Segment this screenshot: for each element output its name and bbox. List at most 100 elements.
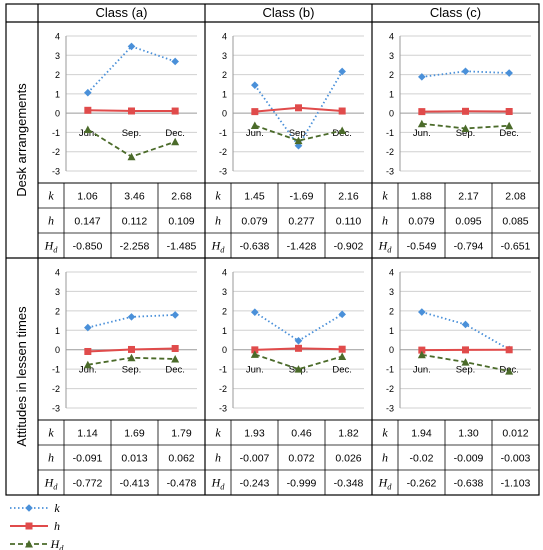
y-tick-label: 1: [55, 89, 60, 99]
data-point-Hd: [461, 124, 470, 132]
outer-frame: [5, 3, 540, 496]
y-tick-label: 1: [389, 326, 394, 336]
data-point-k: [461, 67, 470, 76]
y-tick-label: -3: [52, 167, 60, 177]
y-tick-label: 3: [55, 51, 60, 61]
series-symbol-label: h: [215, 451, 221, 465]
data-point-k: [127, 313, 136, 321]
data-point-h: [295, 344, 302, 352]
symbol-main: H: [211, 476, 222, 490]
data-point-h: [251, 346, 259, 354]
table-cell: -0.02: [410, 453, 434, 465]
symbol-main: h: [48, 451, 54, 465]
data-point-Hd: [83, 360, 92, 369]
data-point-h: [418, 346, 426, 354]
data-point-Hd: [461, 358, 470, 366]
y-tick-label: -2: [219, 384, 227, 394]
y-tick-label: -2: [386, 384, 394, 394]
data-point-Hd: [127, 353, 136, 362]
chart-panel-4: -3 -2 -1 0 1 2 3 4 Jun. Sep. Dec. k 1.14 1.69 1.79 h -0.…: [38, 268, 205, 495]
data-point-k: [338, 67, 346, 76]
table-cell: 1.14: [77, 428, 98, 440]
symbol-main: H: [378, 476, 389, 490]
table-cell: -0.348: [334, 478, 364, 490]
table-cell: -0.772: [73, 478, 103, 490]
x-tick-label: Jun.: [413, 128, 431, 139]
symbol-main: k: [48, 426, 54, 440]
chart-panel-3: -3 -2 -1 0 1 2 3 4 Jun. Sep. Dec. k 1.88 2.17 2.08 h 0.0…: [372, 32, 539, 258]
table-cell: -0.091: [73, 453, 103, 465]
table-cell: 1.82: [338, 428, 359, 440]
table-cell: 0.072: [288, 453, 314, 465]
table-cell: 2.16: [338, 191, 359, 203]
table-cell: -0.794: [454, 241, 484, 253]
data-point-h: [505, 346, 513, 354]
series-symbol-label: Hd: [50, 537, 65, 550]
series-symbol-label: h: [54, 519, 60, 533]
data-point-Hd: [417, 350, 426, 359]
series-symbol-label: k: [215, 426, 221, 440]
table-cell: 0.079: [408, 216, 434, 228]
data-point-Hd: [417, 119, 426, 128]
chart-panel-1: -3 -2 -1 0 1 2 3 4 Jun. Sep. Dec. k 1.06 3.46 2.68 h 0.1…: [38, 32, 205, 258]
y-tick-label: -3: [386, 167, 394, 177]
table-cell: 0.095: [455, 216, 481, 228]
data-point-Hd: [127, 152, 136, 161]
x-tick-label: Sep.: [289, 128, 309, 139]
y-tick-label: 3: [389, 287, 394, 297]
y-tick-label: -1: [52, 365, 60, 375]
table-cell: 0.277: [288, 216, 314, 228]
data-point-h: [84, 347, 92, 355]
table-cell: -0.902: [334, 241, 364, 253]
x-tick-label: Jun.: [413, 365, 431, 376]
data-point-k: [505, 69, 513, 77]
table-cell: 0.147: [74, 216, 100, 228]
data-point-k: [461, 320, 470, 329]
table-cell: -0.007: [240, 453, 270, 465]
table-cell: 1.45: [244, 191, 265, 203]
table-cell: 0.062: [168, 453, 194, 465]
table-cell: 1.88: [411, 191, 432, 203]
series-symbol-label: Hd: [378, 476, 393, 492]
data-point-Hd: [294, 136, 303, 145]
table-cell: -0.638: [240, 241, 270, 253]
column-header: Class (b): [262, 5, 314, 20]
x-tick-label: Dec.: [499, 128, 519, 139]
table-cell: 3.46: [124, 191, 145, 203]
data-point-Hd: [171, 137, 180, 146]
table-cell: -0.638: [454, 478, 484, 490]
y-tick-label: 4: [55, 32, 60, 42]
symbol-main: H: [50, 537, 61, 550]
data-point-h: [128, 345, 135, 353]
symbol-main: h: [215, 214, 221, 228]
y-tick-label: -3: [52, 404, 60, 414]
y-tick-label: 4: [55, 268, 60, 278]
data-point-h: [338, 345, 346, 353]
data-point-k: [418, 308, 426, 316]
data-point-Hd: [294, 365, 303, 373]
table-cell: -0.003: [501, 453, 531, 465]
symbol-subscript: d: [220, 483, 225, 492]
y-tick-label: 1: [389, 89, 394, 99]
x-tick-label: Sep.: [122, 128, 142, 139]
data-point-Hd: [83, 125, 92, 134]
table-cell: -0.262: [407, 478, 437, 490]
table-cell: -0.243: [240, 478, 270, 490]
y-tick-label: -2: [219, 147, 227, 157]
column-header: Class (c): [430, 5, 481, 20]
table-cell: 2.17: [458, 191, 479, 203]
series-symbol-label: h: [48, 451, 54, 465]
row-header: Desk arrangements: [14, 83, 29, 197]
x-tick-label: Sep.: [456, 365, 476, 376]
y-tick-label: 1: [55, 326, 60, 336]
data-point-Hd: [505, 367, 514, 375]
table-cell: -0.478: [167, 478, 197, 490]
y-tick-label: 0: [389, 109, 394, 119]
table-cell: -0.999: [287, 478, 317, 490]
y-tick-label: -3: [219, 167, 227, 177]
table-cell: 1.94: [411, 428, 432, 440]
data-point-Hd: [505, 121, 514, 130]
table-cell: 0.085: [502, 216, 528, 228]
series-symbol-label: Hd: [211, 476, 226, 492]
